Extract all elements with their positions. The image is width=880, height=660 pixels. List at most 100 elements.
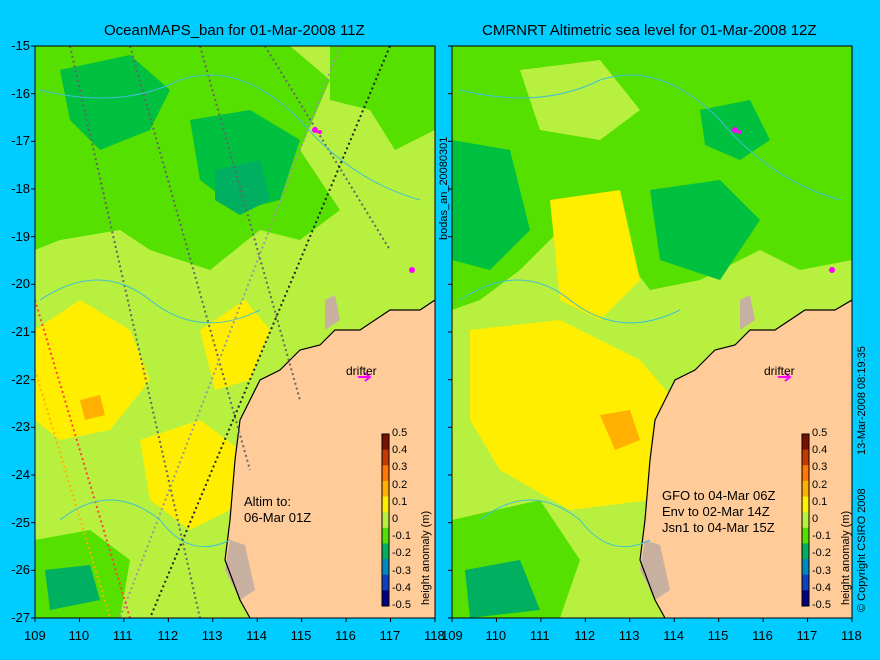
colorbar-swatch (802, 590, 809, 607)
anomaly-region-green-north (330, 46, 435, 150)
anomaly-region-yellow-south (140, 420, 240, 530)
colorbar-tick-label-left: 0.1 (392, 495, 408, 508)
colorbar-swatch (802, 449, 809, 466)
anomaly-region-yellow (550, 190, 640, 320)
bathymetry-contour (459, 74, 841, 548)
y-tick-label: -20 (11, 276, 30, 292)
drifter-label-left: drifter (346, 364, 377, 378)
colorbar-swatch (802, 496, 809, 513)
colorbar-tick-label-right: 0.3 (812, 461, 828, 474)
colorbar-swatch (382, 465, 389, 482)
altimeter-track (35, 299, 131, 618)
colorbar-swatch (382, 559, 389, 576)
y-tick-label: -19 (11, 228, 30, 244)
colorbar-tick-label-right: -0.4 (812, 581, 831, 594)
drifter-label-right: drifter (764, 364, 795, 378)
x-tick-label-right: 113 (618, 628, 640, 643)
anomaly-region-yellow-north (520, 60, 640, 140)
anomaly-region-yellow-west (35, 300, 150, 440)
copyright-label: © Copyright CSIRO 2008 (856, 488, 868, 612)
land-mass (640, 300, 852, 618)
x-tick-label-left: 118 (424, 628, 445, 643)
colorbar-swatch (382, 434, 389, 451)
x-tick-label-right: 117 (796, 628, 818, 643)
left-map-panel (35, 46, 435, 618)
altimeter-track (199, 46, 301, 401)
coastal-shelf (640, 295, 755, 600)
y-tick-label: -25 (11, 514, 30, 530)
colorbar-tick-label-right: -0.1 (812, 530, 831, 543)
x-tick-label-left: 113 (201, 628, 223, 643)
y-tick-label: -17 (11, 133, 30, 149)
colorbar-swatch (382, 496, 389, 513)
colorbar-tick-label-left: 0.3 (392, 461, 408, 474)
y-tick-label: -15 (11, 38, 30, 53)
x-tick-label-right: 118 (841, 628, 862, 643)
colorbar-tick-label-left: 0.2 (392, 478, 408, 491)
colorbar-swatch (802, 512, 809, 529)
left-colorbar (381, 433, 390, 607)
colorbar-swatch (802, 434, 809, 451)
anomaly-region-darkgreen (60, 55, 170, 150)
y-tick-label: -23 (11, 419, 30, 435)
colorbar-swatch (802, 465, 809, 482)
colorbar-frame (801, 433, 810, 607)
altimeter-track (149, 46, 391, 618)
colorbar-tick-label-right: 0.5 (812, 427, 828, 439)
y-tick-label: -26 (11, 562, 30, 578)
anomaly-region-darkgreen-2 (650, 180, 760, 280)
magenta-marker (409, 267, 835, 273)
x-tick-label-right: 111 (529, 628, 550, 643)
x-tick-label-left: 111 (112, 628, 133, 643)
colorbar-tick-label-left: 0 (392, 513, 399, 525)
y-tick-label: -24 (11, 467, 30, 482)
x-tick-label-left: 112 (157, 628, 179, 643)
colorbar-swatch (382, 590, 389, 607)
colorbar-tick-label-right: -0.5 (812, 599, 831, 611)
colorbar-swatch (382, 449, 389, 466)
coastline (224, 299, 435, 618)
gfo-note-line-1: GFO to 04-Mar 06Z (662, 488, 776, 503)
colorbar-tick-label-right: -0.3 (812, 564, 831, 577)
gfo-note-line-2: Env to 02-Mar 14Z (662, 504, 770, 519)
x-tick-label-right: 109 (441, 628, 463, 643)
run-id-label: bodas_an_20080301 (438, 136, 450, 240)
colorbar-tick-label-right: 0.4 (812, 444, 828, 457)
x-tick-label-left: 110 (68, 628, 90, 643)
anomaly-region-orange (600, 410, 640, 450)
y-tick-label: -16 (11, 85, 30, 101)
anomaly-region-darkgreen (452, 140, 530, 270)
colorbar-swatch (802, 527, 809, 544)
x-tick-label-right: 114 (663, 628, 684, 643)
y-tick-label: -27 (11, 610, 30, 625)
drifter-arrow-icon (358, 372, 372, 382)
altimeter-track (129, 46, 251, 471)
x-tick-label-right: 112 (574, 628, 596, 643)
y-tick-label: -18 (11, 181, 30, 196)
timestamp-label: 13-Mar-2008 08:19:35 (856, 346, 868, 455)
x-tick-label-left: 109 (24, 628, 46, 643)
colorbar-swatch (382, 574, 389, 591)
right-panel-title: CMRNRT Altimetric sea level for 01-Mar-2… (482, 22, 817, 39)
coastline (639, 299, 852, 618)
right-colorbar (801, 433, 810, 607)
colorbar-tick-label-right: 0.1 (812, 495, 828, 508)
x-tick-label-right: 115 (707, 628, 729, 643)
coastal-shelf (225, 295, 340, 600)
altimeter-tracks (35, 46, 391, 618)
gfo-note-line-3: Jsn1 to 04-Mar 15Z (662, 520, 775, 535)
x-tick-label-left: 116 (335, 628, 356, 643)
altim-note-line-1: Altim to: (244, 494, 291, 509)
x-tick-label-right: 116 (752, 628, 773, 643)
colorbar-swatch (802, 543, 809, 560)
colorbar-swatch (382, 527, 389, 544)
y-tick-label: -21 (11, 324, 30, 339)
bathymetry-contour (39, 74, 421, 548)
colorbar-tick-label-right: 0.2 (812, 478, 828, 491)
altim-note-line-2: 06-Mar 01Z (244, 510, 312, 525)
colorbar-tick-label-left: -0.3 (392, 564, 411, 577)
colorbar-tick-label-left: 0.4 (392, 444, 408, 457)
y-tick-label: -22 (11, 371, 30, 387)
